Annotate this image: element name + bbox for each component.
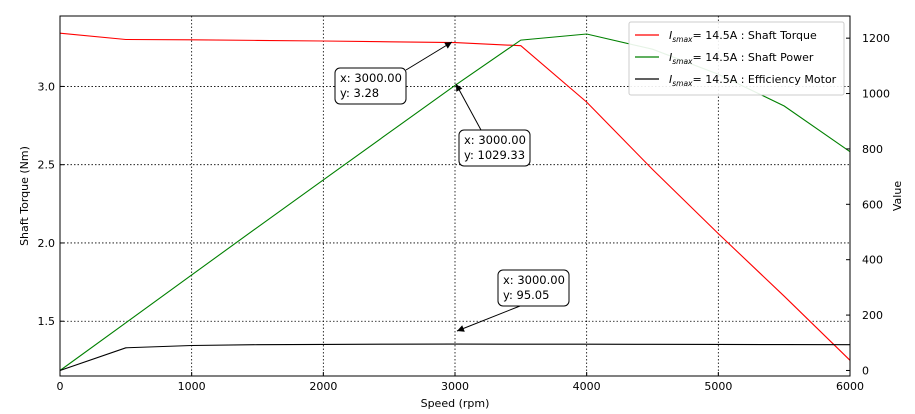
y-left-tick-label: 2.0 [38, 237, 56, 250]
annotation-box [458, 129, 531, 167]
y-right-tick-label: 400 [862, 254, 883, 267]
annotation-box [334, 67, 407, 105]
annotation-arrow [405, 41, 453, 71]
annotation-text-x: x: 3000.00 [503, 273, 565, 287]
annotation-text-y: y: 95.05 [503, 288, 549, 302]
annotation-text-y: y: 3.28 [340, 86, 379, 100]
annotation-text-x: x: 3000.00 [340, 71, 402, 85]
x-tick-label: 3000 [441, 380, 469, 393]
y-right-tick-label: 1000 [862, 88, 890, 101]
annotation-box [497, 269, 570, 307]
x-tick-label: 5000 [704, 380, 732, 393]
y-right-tick-label: 0 [862, 364, 869, 377]
annotation-arrow [456, 305, 521, 332]
legend-box [628, 21, 845, 96]
x-tick-label: 6000 [836, 380, 864, 393]
annotation-text-x: x: 3000.00 [464, 133, 526, 147]
y-right-tick-label: 600 [862, 198, 883, 211]
y-right-axis-title: Value [891, 181, 904, 211]
y-right-tick-label: 1200 [862, 32, 890, 45]
x-tick-label: 4000 [573, 380, 601, 393]
x-axis-title: Speed (rpm) [421, 397, 490, 410]
legend-entry-label: Ismax= 14.5A : Shaft Torque [669, 29, 817, 44]
y-left-tick-label: 3.0 [38, 80, 56, 93]
y-left-tick-label: 1.5 [38, 315, 56, 328]
x-tick-label: 0 [57, 380, 64, 393]
annotation-text-y: y: 1029.33 [464, 148, 525, 162]
y-right-tick-label: 200 [862, 309, 883, 322]
annotation-arrowhead [456, 84, 463, 92]
annotation-arrowhead [457, 325, 465, 332]
series-line-shaft-torque [59, 32, 851, 361]
legend-entry-label: Ismax= 14.5A : Shaft Power [669, 51, 814, 66]
x-tick-label: 1000 [178, 380, 206, 393]
y-right-tick-label: 800 [862, 143, 883, 156]
annotation-arrowhead [444, 42, 452, 49]
x-tick-label: 2000 [309, 380, 337, 393]
y-left-tick-label: 2.5 [38, 159, 56, 172]
y-left-axis-title: Shaft Torque (Nm) [18, 146, 31, 246]
annotation-arrow [455, 83, 482, 131]
legend-entry-label: Ismax= 14.5A : Efficiency Motor [669, 73, 837, 88]
series-line-efficiency-motor [59, 343, 851, 372]
